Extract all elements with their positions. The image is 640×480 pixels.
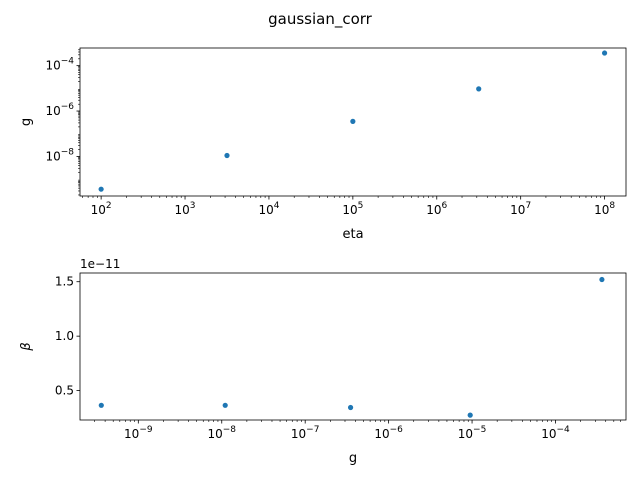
x-axis-label: g (349, 451, 357, 466)
x-tick-label: 10−5 (458, 425, 487, 441)
x-tick-label: 104 (258, 201, 279, 217)
y-tick-label: 0.5 (55, 384, 74, 398)
x-tick-label: 10−6 (374, 425, 403, 441)
data-point (601, 50, 608, 56)
data-point (467, 412, 473, 418)
bottom-subplot: 10−9 10−8 10−7 10−6 10−5 10−4 0.5 1.0 1.5 g β 1e−11 (19, 257, 627, 466)
y-tick-label: 1.0 (55, 329, 74, 343)
axes-frame (79, 272, 627, 421)
x-tick-label: 102 (91, 201, 112, 217)
data-point (98, 402, 104, 408)
y-tick-label: 1.5 (55, 275, 74, 289)
x-tick-label: 10−8 (207, 425, 236, 441)
x-tick-label: 107 (510, 201, 531, 217)
x-tick-label: 108 (594, 201, 615, 217)
top-subplot: 102 103 104 105 106 107 108 10−8 10−6 10−4 eta g (19, 47, 627, 242)
figure-title: gaussian_corr (268, 10, 373, 29)
x-tick-label: 10−7 (291, 425, 320, 441)
data-point (98, 186, 104, 192)
y-tick-label: 10−8 (45, 147, 74, 163)
data-point (224, 152, 230, 159)
y-axis-label: g (19, 118, 34, 126)
x-axis-label: eta (342, 227, 363, 242)
data-point (347, 404, 354, 411)
x-tick-label: 105 (342, 201, 363, 217)
y-tick-label: 10−6 (45, 102, 74, 118)
x-tick-label: 106 (426, 201, 447, 217)
y-axis-label: β (19, 342, 34, 351)
x-tick-label: 10−4 (541, 425, 570, 441)
data-point (222, 402, 228, 408)
data-point (476, 86, 482, 92)
x-tick-label: 10−9 (124, 425, 153, 441)
data-point (350, 118, 356, 124)
y-offset-text: 1e−11 (80, 257, 120, 271)
y-tick-label: 10−4 (45, 57, 74, 73)
data-point (599, 276, 605, 283)
x-tick-label: 103 (175, 201, 196, 217)
